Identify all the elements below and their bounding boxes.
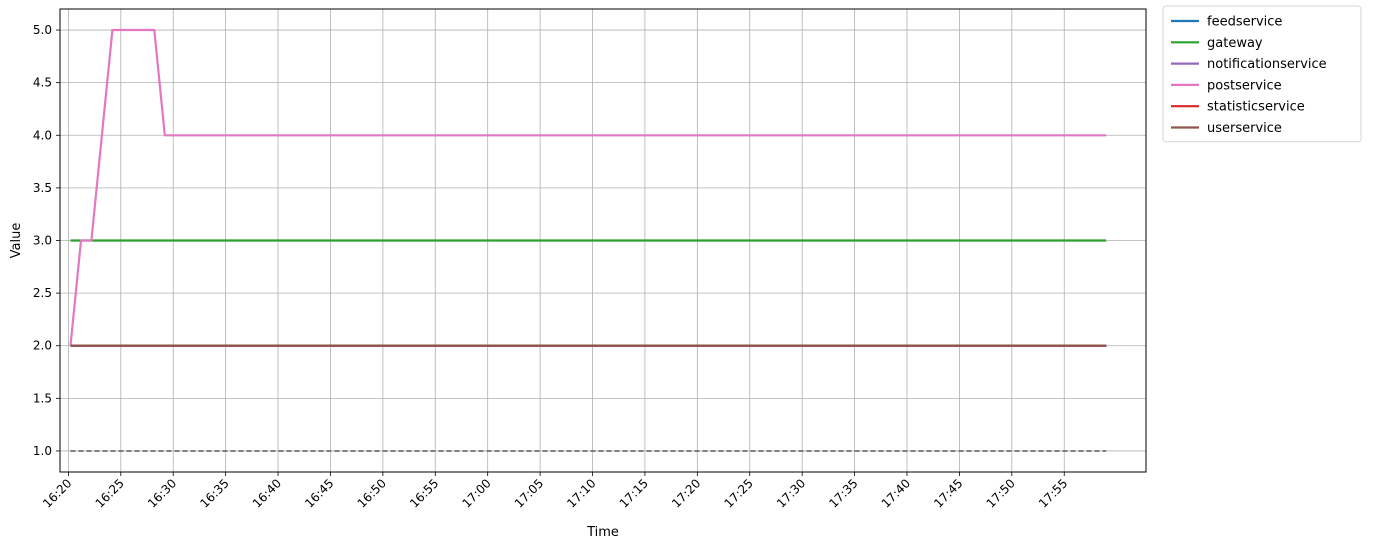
x-tick-label: 17:45 [931, 476, 965, 510]
y-tick-label: 5.0 [33, 23, 52, 37]
x-tick-label: 16:20 [40, 476, 74, 510]
legend-label: userservice [1207, 121, 1282, 136]
x-tick-label: 16:50 [355, 476, 389, 510]
x-tick-label: 17:40 [879, 476, 913, 510]
y-tick-label: 3.5 [33, 181, 52, 195]
x-tick-label: 17:25 [722, 476, 756, 510]
x-tick-label: 17:00 [459, 476, 493, 510]
y-tick-label: 4.0 [33, 128, 52, 142]
legend: feedservice gateway notificationservice pos… [1162, 5, 1362, 143]
x-tick-label: 17:15 [617, 476, 651, 510]
x-axis: 16:20 16:25 16:30 16:35 16:40 16:45 16:50 16:55… [40, 472, 1070, 511]
x-tick-label: 17:30 [774, 476, 808, 510]
x-tick-label: 16:35 [197, 476, 231, 510]
x-tick-label: 17:10 [564, 476, 598, 510]
y-tick-label: 2.5 [33, 286, 52, 300]
x-tick-label: 16:30 [145, 476, 179, 510]
x-tick-label: 17:50 [984, 476, 1018, 510]
series-line-postservice [69, 28, 1107, 346]
legend-label: gateway [1207, 36, 1263, 51]
y-tick-label: 3.0 [33, 234, 52, 248]
x-tick-label: 17:35 [826, 476, 860, 510]
legend-label: statisticservice [1207, 100, 1305, 115]
x-tick-label: 16:55 [407, 476, 441, 510]
legend-box [1162, 5, 1362, 143]
y-tick-label: 2.0 [33, 339, 52, 353]
x-tick-label: 17:05 [512, 476, 546, 510]
series-lines [69, 28, 1107, 452]
y-axis: 1.0 1.5 2.0 2.5 3.0 3.5 4.0 4.5 5.0 [33, 23, 60, 458]
legend-label: notificationservice [1207, 57, 1327, 72]
legend-label: postservice [1207, 78, 1282, 93]
x-tick-label: 16:45 [302, 476, 336, 510]
y-tick-label: 4.5 [33, 76, 52, 90]
x-tick-label: 16:25 [93, 476, 127, 510]
x-tick-label: 16:40 [250, 476, 284, 510]
y-tick-label: 1.0 [33, 444, 52, 458]
legend-label: feedservice [1207, 15, 1282, 30]
x-tick-label: 17:55 [1036, 476, 1070, 510]
y-tick-label: 1.5 [33, 391, 52, 405]
x-axis-label: Time [586, 525, 619, 540]
x-tick-label: 17:20 [669, 476, 703, 510]
y-axis-label: Value [9, 223, 24, 259]
